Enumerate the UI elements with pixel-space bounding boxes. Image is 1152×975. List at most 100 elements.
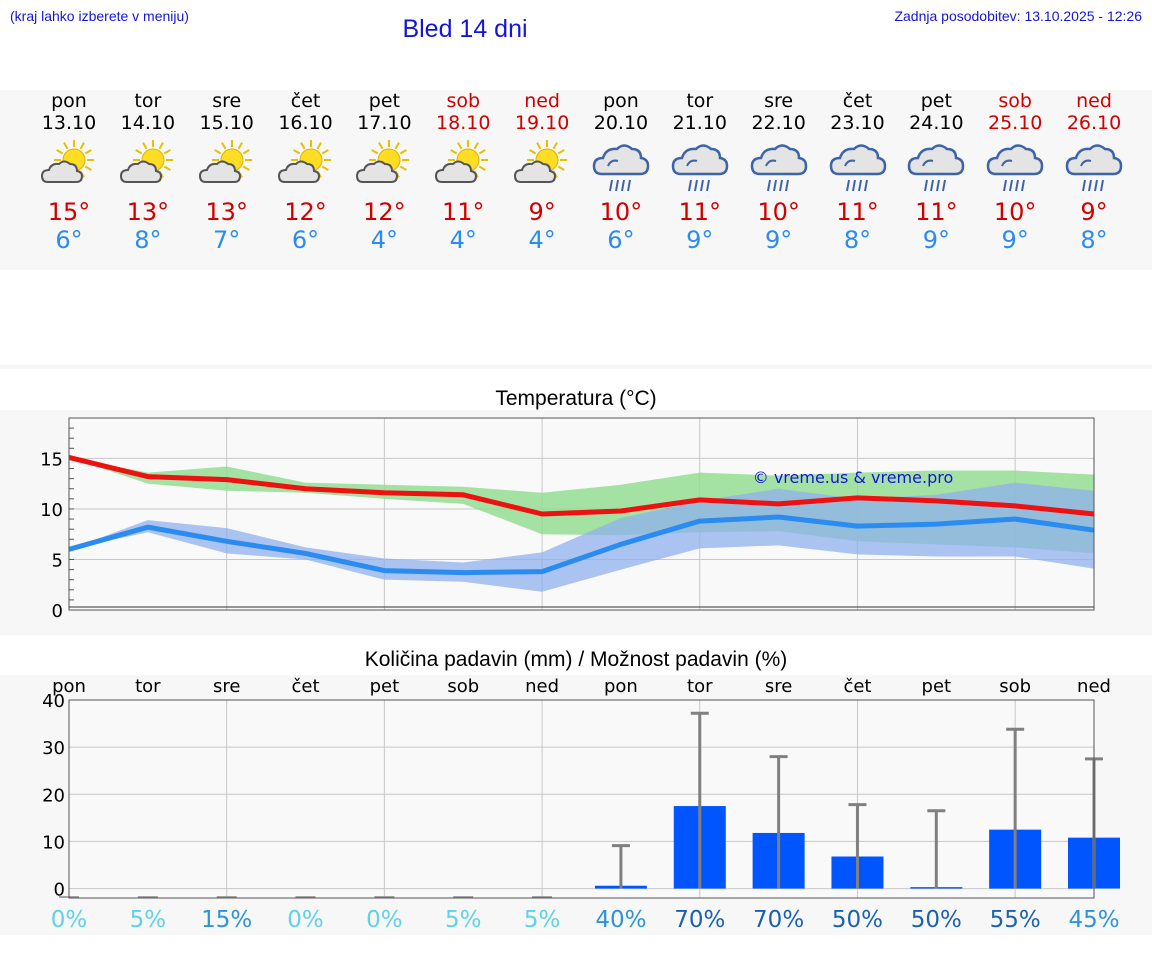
- precipitation-probability: 5%: [445, 907, 482, 933]
- day-name: sob: [446, 90, 481, 112]
- day-name: pet: [920, 90, 952, 112]
- day-date: 21.10: [672, 112, 727, 134]
- rain-cloud-icon: [592, 144, 650, 192]
- precipitation-probability: 50%: [832, 907, 883, 933]
- precipitation-probability: 15%: [201, 907, 252, 933]
- x-tick-label: pon: [52, 676, 86, 697]
- forecast-strip: pon 13.10 15° 6° tor 14.10 13° 8° sre 15.10 13° 7° č…: [0, 90, 1152, 270]
- partly-sunny-icon: [40, 140, 94, 183]
- max-temperature: 9°: [1080, 198, 1108, 226]
- max-temperature: 11°: [915, 198, 958, 226]
- x-tick-label: ned: [525, 676, 559, 697]
- y-tick-label: 40: [42, 691, 65, 712]
- precipitation-chart-title: Količina padavin (mm) / Možnost padavin …: [364, 648, 788, 671]
- day-date: 16.10: [278, 112, 333, 134]
- day-date: 17.10: [357, 112, 412, 134]
- x-tick-label: čet: [843, 676, 871, 697]
- y-tick-label: 0: [54, 880, 65, 901]
- day-date: 24.10: [909, 112, 964, 134]
- max-temperature: 11°: [441, 198, 485, 226]
- min-temperature: 8°: [843, 226, 872, 254]
- day-column: sob 25.10 10° 9°: [975, 90, 1055, 254]
- precipitation-probability: 70%: [753, 907, 804, 933]
- day-name: pet: [368, 90, 400, 112]
- day-date: 18.10: [436, 112, 491, 134]
- partly-sunny-icon: [198, 140, 252, 183]
- max-temperature: 10°: [993, 198, 1037, 226]
- plot-border: [68, 417, 1095, 611]
- x-tick-label: sob: [447, 676, 479, 697]
- precipitation-probability: 0%: [366, 907, 403, 933]
- max-temperature: 11°: [836, 198, 879, 226]
- day-column: ned 19.10 9° 4°: [502, 90, 582, 254]
- y-tick-label: 10: [40, 500, 63, 521]
- max-temperature: 12°: [284, 198, 327, 226]
- x-tick-label: tor: [687, 676, 713, 697]
- x-tick-label: pet: [922, 676, 952, 697]
- day-column: sre 22.10 10° 9°: [739, 90, 819, 254]
- min-range-band: [69, 482, 1094, 592]
- min-temperature: 8°: [1080, 226, 1108, 254]
- precipitation-probability: 45%: [1068, 907, 1119, 933]
- x-tick-label: sre: [213, 676, 240, 697]
- day-date: 23.10: [830, 112, 885, 134]
- day-name: sob: [998, 90, 1032, 112]
- plot-border: [68, 699, 1095, 899]
- day-column: ned 26.10 9° 8°: [1054, 90, 1134, 254]
- partly-sunny-icon: [277, 140, 331, 183]
- y-tick-label: 5: [52, 550, 63, 571]
- precipitation-probability: 55%: [990, 907, 1041, 933]
- partly-sunny-icon: [119, 140, 173, 183]
- day-column: sob 18.10 11° 4°: [423, 90, 503, 254]
- day-name: čet: [290, 90, 321, 112]
- y-tick-label: 10: [42, 832, 65, 853]
- day-name: pon: [603, 90, 639, 112]
- last-updated: Zadnja posodobitev: 13.10.2025 - 12:26: [894, 8, 1142, 24]
- x-tick-label: sre: [765, 676, 792, 697]
- temperature-chart: 0 5 10 15 © vreme.us & vreme.pro: [40, 417, 1095, 622]
- day-name: pon: [51, 90, 87, 112]
- min-temperature: 8°: [134, 226, 162, 254]
- rain-cloud-icon: [908, 144, 965, 192]
- x-tick-label: pet: [370, 676, 400, 697]
- x-tick-label: ned: [1077, 676, 1111, 697]
- min-temperature: 9°: [922, 226, 950, 254]
- min-temperature: 9°: [765, 226, 793, 254]
- day-date: 26.10: [1066, 112, 1122, 134]
- day-date: 25.10: [987, 112, 1043, 134]
- day-name: tor: [686, 90, 714, 112]
- min-temperature: 4°: [528, 226, 556, 254]
- max-temperature: 13°: [126, 198, 170, 226]
- day-column: čet 23.10 11° 8°: [818, 90, 898, 254]
- day-date: 15.10: [199, 112, 254, 134]
- min-temperature-line: [68, 514, 1095, 576]
- day-column: čet 16.10 12° 6°: [266, 90, 346, 254]
- partly-sunny-icon: [435, 140, 489, 183]
- rain-cloud-icon: [750, 144, 807, 192]
- x-tick-label: sob: [999, 676, 1031, 697]
- day-date: 20.10: [593, 112, 649, 134]
- day-column: sre 15.10 13° 7°: [187, 90, 267, 254]
- day-date: 14.10: [120, 112, 176, 134]
- max-temperature: 10°: [757, 198, 800, 226]
- day-column: pon 13.10 15° 6°: [29, 90, 109, 254]
- rain-cloud-icon: [671, 144, 729, 192]
- partly-sunny-icon: [514, 140, 568, 183]
- rain-cloud-icon: [986, 144, 1044, 192]
- y-tick-label: 30: [42, 738, 65, 759]
- min-temperature: 9°: [1001, 226, 1029, 254]
- day-name: sre: [764, 90, 794, 112]
- day-date: 19.10: [514, 112, 570, 134]
- day-name: čet: [842, 90, 873, 112]
- page-title: Bled 14 dni: [402, 15, 528, 43]
- max-temperature: 9°: [528, 198, 556, 226]
- day-date: 22.10: [751, 112, 806, 134]
- day-column: pet 24.10 11° 9°: [896, 90, 976, 254]
- precipitation-probability: 70%: [674, 907, 725, 933]
- min-temperature: 6°: [607, 226, 635, 254]
- watermark: © vreme.us & vreme.pro: [753, 468, 954, 487]
- max-temperature: 10°: [599, 198, 643, 226]
- rain-cloud-icon: [829, 144, 886, 192]
- max-temperature: 13°: [205, 198, 248, 226]
